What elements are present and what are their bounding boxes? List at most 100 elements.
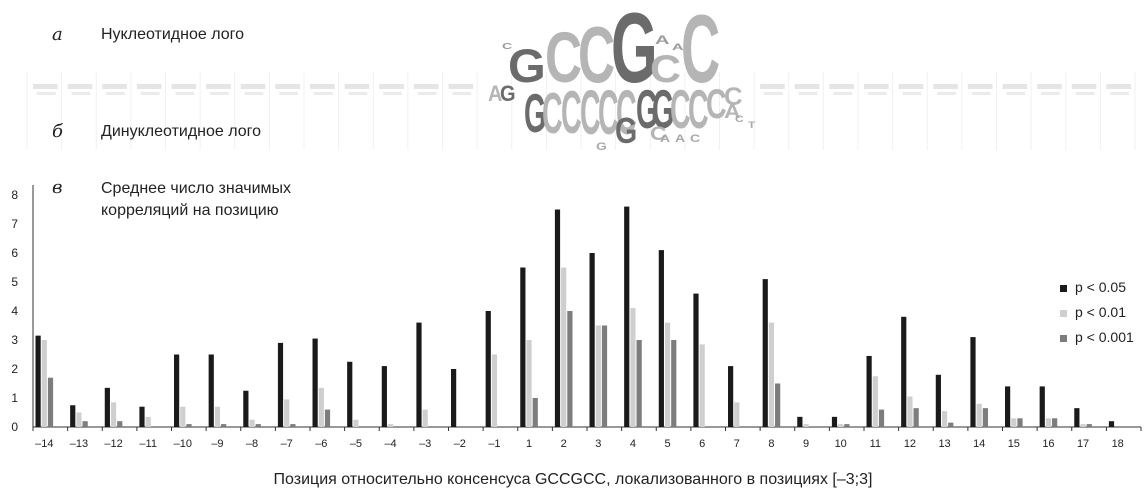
bar-p001 xyxy=(180,406,186,427)
bar-p001 xyxy=(491,354,498,427)
nucleotide-logo: G CCGC CA AC xyxy=(502,0,720,104)
y-tick-label: 1 xyxy=(11,391,18,405)
legend-swatch xyxy=(1060,285,1067,292)
logo-letter: C xyxy=(616,77,637,148)
logo-minor-stack xyxy=(798,92,818,95)
bar-p001 xyxy=(907,396,913,427)
legend-swatch xyxy=(1060,310,1067,317)
x-tick-label: –7 xyxy=(281,438,293,450)
legend-label: p < 0.05 xyxy=(1075,279,1126,295)
bar-p0001 xyxy=(47,377,54,427)
legend-label: p < 0.001 xyxy=(1075,329,1134,345)
x-tick-label: –2 xyxy=(454,438,466,450)
logo-letter-minor: C xyxy=(690,132,700,144)
bar-p001 xyxy=(699,344,705,427)
x-tick-label: –6 xyxy=(315,438,327,450)
logo-minor-stack xyxy=(37,92,56,95)
bar-p001 xyxy=(249,419,255,427)
y-tick-label: 8 xyxy=(11,188,18,202)
y-tick-label: 3 xyxy=(11,333,18,347)
bar-p005 xyxy=(554,209,561,427)
logo-minor-stack xyxy=(764,92,783,95)
bar-p005 xyxy=(312,338,318,427)
bar-p005 xyxy=(520,267,526,427)
bar-p001 xyxy=(734,402,740,427)
legend: p < 0.05 p < 0.01 p < 0.001 xyxy=(1060,279,1134,345)
logo-minor-stack xyxy=(106,92,125,95)
bar-p0001 xyxy=(671,340,677,427)
bar-p005 xyxy=(104,387,110,427)
logo-minor-stack xyxy=(383,92,402,95)
logo-minor-stack xyxy=(833,92,852,95)
x-tick-label: 18 xyxy=(1112,438,1124,450)
logo-letter: G xyxy=(615,111,637,151)
bar-p001 xyxy=(145,416,151,427)
logo-letter: C xyxy=(598,77,619,148)
bar-p0001 xyxy=(221,424,227,427)
bar-p005 xyxy=(243,390,249,427)
logo-letter: A xyxy=(488,82,502,106)
y-tick-label: 0 xyxy=(11,420,18,434)
logo-letter: C xyxy=(578,11,615,100)
bar-p0001 xyxy=(1052,418,1058,427)
logo-letter-minor: T xyxy=(748,120,756,131)
bar-p001 xyxy=(561,267,567,427)
logo-letter: C xyxy=(706,81,727,128)
logo-minor-stack xyxy=(1041,92,1060,95)
logo-minor-stack xyxy=(240,84,266,89)
bar-p001 xyxy=(110,402,117,427)
bar-p001 xyxy=(422,409,428,427)
logo-minor-stack xyxy=(344,84,370,89)
logo-minor-stack xyxy=(210,92,229,95)
bar-p005 xyxy=(381,366,387,427)
logo-minor-stack xyxy=(794,84,820,89)
logo-minor-stack xyxy=(937,92,956,95)
logo-minor-stack xyxy=(136,84,162,89)
bar-p005 xyxy=(1039,386,1045,427)
bar-p0001 xyxy=(948,422,954,427)
logo-minor-stack xyxy=(71,92,91,95)
bar-p005 xyxy=(1005,386,1011,427)
bar-p005 xyxy=(831,416,838,427)
bar-p0001 xyxy=(1086,424,1092,427)
logo-minor-stack xyxy=(206,84,231,89)
y-tick-label: 4 xyxy=(11,304,18,318)
bar-p005 xyxy=(1108,421,1115,427)
bar-p0001 xyxy=(636,340,642,427)
panel-c-title-line-1: Среднее число значимых xyxy=(101,180,291,197)
logo-letter: C xyxy=(580,77,601,148)
bar-p001 xyxy=(1045,418,1052,427)
panel-b-title: Динуклеотидное лого xyxy=(101,123,261,140)
x-tick-label: –9 xyxy=(211,438,223,450)
logo-minor-stack xyxy=(868,92,887,95)
logo-minor-stack xyxy=(1006,92,1026,95)
bar-p005 xyxy=(485,311,491,427)
bar-p001 xyxy=(353,419,359,427)
bar-p005 xyxy=(762,279,768,427)
bar-p0001 xyxy=(324,409,331,427)
logo-minor-stack xyxy=(175,92,195,95)
bar-p005 xyxy=(35,335,41,427)
logo-minor-stack xyxy=(971,92,991,95)
x-tick-label: –8 xyxy=(246,438,258,450)
x-tick-label: 5 xyxy=(665,438,671,450)
bar-p0001 xyxy=(601,325,608,427)
bar-p0001 xyxy=(775,383,781,427)
x-tick-label: –10 xyxy=(174,438,192,450)
logo-letter: G xyxy=(652,79,674,141)
logo-letter: C xyxy=(681,0,720,103)
logo-minor-stack xyxy=(379,84,404,89)
bar-p001 xyxy=(664,322,671,427)
y-tick-label: 5 xyxy=(11,275,18,289)
x-tick-label: –13 xyxy=(70,438,88,450)
logo-minor-stack xyxy=(967,84,993,89)
x-tick-label: 2 xyxy=(561,438,567,450)
logo-letter-minor: A xyxy=(660,132,670,144)
x-tick-label: 17 xyxy=(1077,438,1089,450)
logo-minor-stack xyxy=(244,92,264,95)
logo-letter: G xyxy=(611,0,658,104)
logo-letter: G xyxy=(524,83,546,145)
x-tick-label: 14 xyxy=(973,438,985,450)
bar-p0001 xyxy=(82,421,88,427)
